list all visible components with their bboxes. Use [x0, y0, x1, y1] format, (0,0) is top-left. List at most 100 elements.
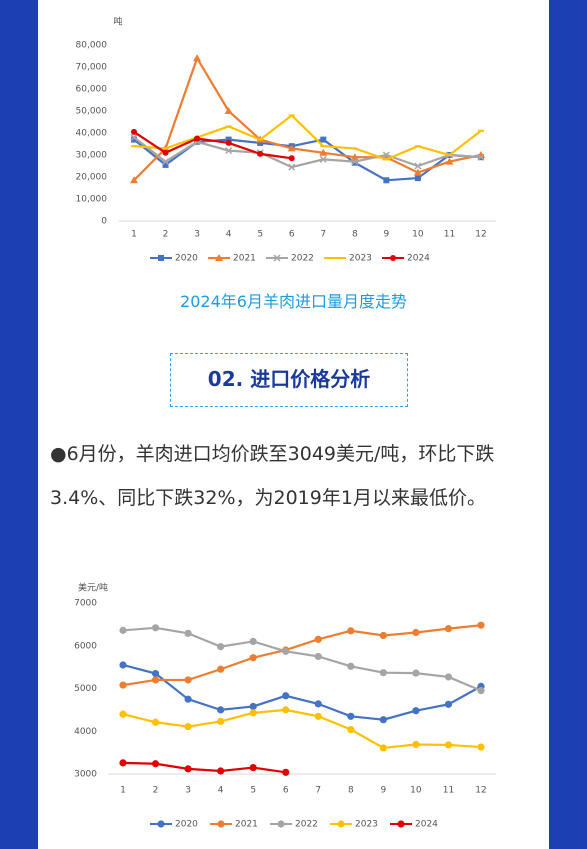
x-tick-label: 9 [383, 230, 389, 240]
x-tick-label: 2 [153, 786, 159, 796]
legend-label: 2024 [407, 254, 430, 264]
marker [477, 687, 485, 695]
marker [379, 716, 387, 724]
y-tick-label: 10,000 [76, 195, 108, 205]
y-tick-label: 3000 [74, 770, 97, 780]
y-tick-label: 5000 [74, 684, 97, 694]
marker [193, 54, 202, 62]
marker [314, 712, 322, 720]
marker [217, 665, 225, 673]
y-tick-label: 70,000 [76, 63, 108, 73]
marker [414, 162, 422, 170]
section-title: 02. 进口价格分析 [170, 353, 408, 407]
content [38, 0, 549, 849]
marker [287, 144, 296, 152]
series-line [122, 761, 286, 774]
marker [477, 621, 485, 629]
y-tick-label: 20,000 [76, 173, 108, 183]
legend-label: 2024 [415, 820, 438, 830]
marker [119, 681, 127, 689]
marker [257, 139, 264, 146]
legend-label: 2022 [295, 820, 318, 830]
marker [131, 136, 137, 143]
legend-label: 2023 [349, 254, 372, 264]
marker [347, 627, 355, 635]
y-axis-label: 吨 [113, 16, 122, 28]
marker [412, 669, 420, 677]
marker [412, 740, 420, 749]
marker [217, 706, 225, 714]
marker [184, 629, 192, 637]
marker [119, 661, 127, 669]
marker [319, 148, 328, 156]
marker [184, 722, 192, 731]
legend-label: 2020 [175, 820, 198, 830]
marker [347, 712, 355, 720]
marker [314, 700, 322, 708]
x-tick-label: 1 [131, 230, 137, 240]
marker [390, 255, 396, 261]
marker [225, 139, 232, 146]
marker [151, 669, 160, 678]
marker [162, 161, 169, 168]
marker [130, 176, 138, 184]
x-tick-label: 4 [226, 230, 232, 240]
y-tick-label: 30,000 [76, 151, 108, 161]
marker [413, 168, 422, 176]
legend-label: 2021 [233, 254, 256, 264]
marker [282, 768, 290, 776]
marker [314, 635, 322, 643]
y-tick-label: 7000 [74, 599, 97, 609]
marker [184, 695, 192, 703]
marker [184, 676, 192, 684]
marker [379, 669, 387, 677]
y-tick-label: 80,000 [76, 41, 108, 51]
marker [249, 654, 257, 662]
series-line [122, 624, 482, 687]
series-line [133, 113, 482, 161]
marker [257, 150, 264, 157]
legend-label: 2022 [291, 254, 314, 264]
x-tick-label: 10 [410, 786, 422, 796]
marker [162, 158, 170, 166]
series-line [133, 55, 482, 182]
marker [444, 700, 453, 708]
marker [412, 628, 420, 637]
series-line [122, 708, 482, 750]
x-tick-label: 8 [352, 230, 358, 240]
marker [162, 149, 169, 156]
marker [414, 175, 421, 182]
marker [282, 692, 290, 700]
y-tick-label: 6000 [74, 641, 97, 651]
marker [477, 153, 485, 161]
marker [383, 177, 390, 184]
marker [347, 725, 355, 734]
x-tick-label: 4 [218, 786, 224, 796]
legend-label: 2021 [235, 820, 258, 830]
x-tick-label: 9 [380, 786, 386, 796]
marker [249, 637, 257, 646]
x-tick-label: 5 [250, 786, 256, 796]
marker [351, 158, 359, 166]
marker [151, 676, 160, 684]
marker [477, 743, 485, 751]
marker [151, 760, 160, 768]
x-tick-label: 8 [348, 786, 354, 796]
marker [217, 820, 225, 828]
marker [184, 765, 192, 773]
y-tick-label: 0 [101, 217, 107, 227]
marker [444, 741, 453, 749]
x-tick-label: 6 [283, 786, 289, 796]
series-line [122, 663, 482, 721]
marker [319, 155, 327, 163]
y-tick-label: 40,000 [76, 129, 108, 139]
legend-label: 2020 [175, 254, 198, 264]
marker [282, 647, 290, 655]
series-line [133, 136, 482, 169]
x-tick-label: 6 [289, 230, 295, 240]
marker [131, 128, 137, 135]
marker [277, 820, 285, 828]
marker [224, 107, 233, 114]
marker [151, 718, 160, 726]
